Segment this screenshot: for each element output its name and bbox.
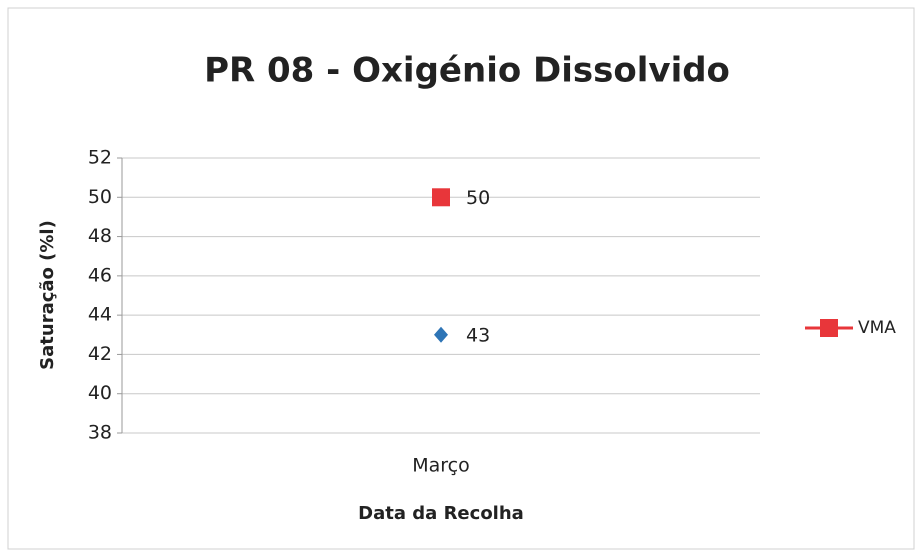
x-tick-label: Março [412,455,470,477]
chart-title: PR 08 - Oxigénio Dissolvido [204,51,730,91]
y-axis-label: Saturação (%l) [37,220,58,370]
legend-marker [820,319,838,337]
legend-label: VMA [858,318,896,338]
y-tick-label: 40 [88,382,112,404]
x-axis-label: Data da Recolha [358,503,524,524]
y-tick-label: 42 [88,343,112,365]
chart-frame [7,7,915,550]
y-tick-label: 46 [88,264,112,286]
y-tick-label: 48 [88,225,112,247]
data-label: 50 [466,187,490,209]
y-tick-label: 44 [88,304,112,326]
data-point [434,326,448,343]
y-tick-label: 38 [88,422,112,444]
data-label: 43 [466,324,490,346]
y-tick-label: 52 [88,147,112,169]
y-tick-label: 50 [88,186,112,208]
data-point [432,188,450,207]
